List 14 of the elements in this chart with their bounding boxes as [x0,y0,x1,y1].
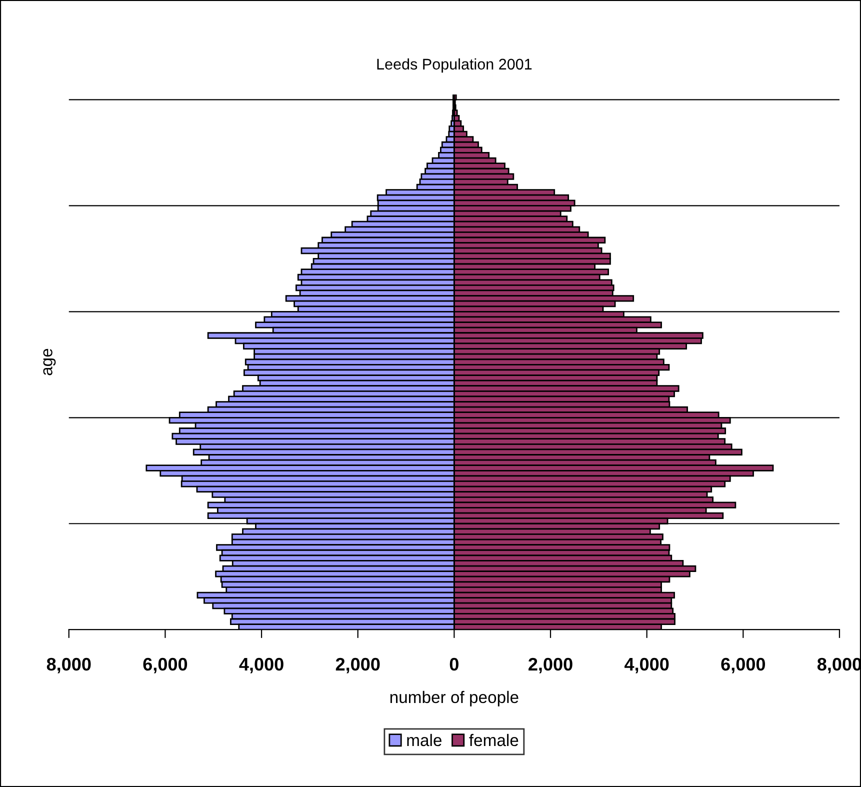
x-tick-label: 6,000 [721,658,766,674]
x-tick-label: 6,000 [143,658,188,674]
y-axis-title: age [43,348,56,376]
legend-label: male [407,734,442,746]
x-tick-label: 4,000 [239,658,284,674]
x-tick-label: 4,000 [624,658,669,674]
x-tick-label: 2,000 [336,658,380,674]
x-tick-label: 0 [450,658,458,671]
x-tick-label: 8,000 [817,658,861,674]
chart-title: Leeds Population 2001 [377,58,532,73]
x-axis-title: number of people [390,690,518,706]
legend-label: female [469,734,518,746]
x-tick-label: 8,000 [46,658,91,674]
x-tick-label: 2,000 [528,658,572,674]
